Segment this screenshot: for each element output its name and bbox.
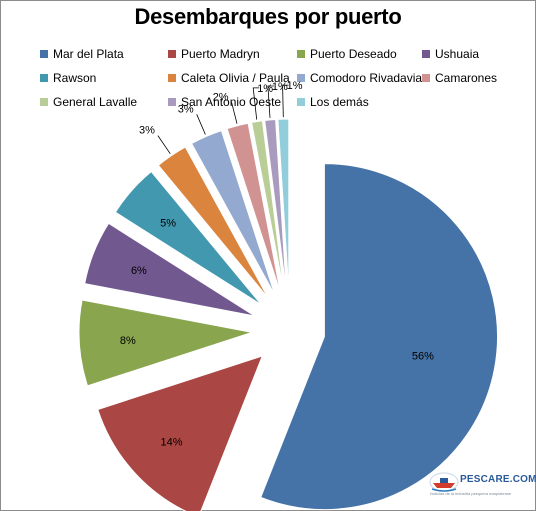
legend-label: Rawson — [53, 71, 97, 85]
pie-data-label: 3% — [139, 125, 155, 137]
pie-data-label: 14% — [160, 436, 182, 448]
pie-data-label: 5% — [160, 218, 176, 230]
legend-label: Ushuaia — [435, 47, 480, 61]
legend-item: Comodoro Rivadavia — [297, 71, 422, 85]
legend-swatch — [40, 98, 48, 106]
legend-item: Los demás — [297, 95, 369, 109]
pie-data-label: 3% — [178, 103, 194, 115]
legend-label: Caleta Olivia / Paula — [181, 71, 290, 85]
pie-slice — [226, 122, 281, 294]
pie-data-label: 56% — [412, 350, 434, 362]
pie-slice — [114, 170, 262, 306]
legend-label: Mar del Plata — [53, 47, 124, 61]
legend-swatch — [40, 50, 48, 58]
label-leader-line — [267, 85, 274, 118]
legend-swatch — [168, 50, 176, 58]
pescare-logo: PESCARE.COM.AR Noticias de la industria … — [428, 470, 536, 498]
legend-swatch — [297, 74, 305, 82]
legend-label: Puerto Deseado — [310, 47, 397, 61]
legend-item: Rawson — [40, 71, 96, 85]
label-leader-line — [252, 87, 260, 120]
legend-label: Puerto Madryn — [181, 47, 260, 61]
legend-item: Camarones — [422, 71, 497, 85]
legend-item: Mar del Plata — [40, 47, 124, 61]
pie-slice — [277, 118, 290, 293]
legend-swatch — [422, 74, 430, 82]
pie-slice — [78, 299, 253, 387]
pie-data-label: 6% — [131, 265, 147, 277]
legend-item: San Antonio Oeste — [168, 95, 281, 109]
legend-label: Los demás — [310, 95, 369, 109]
pie-slice — [84, 222, 255, 317]
legend-item: Puerto Madryn — [168, 47, 260, 61]
legend-swatch — [297, 50, 305, 58]
legend-swatch — [40, 74, 48, 82]
legend-item: Caleta Olivia / Paula — [168, 71, 290, 85]
pie-slice — [97, 355, 264, 511]
pie-slice — [260, 163, 499, 511]
legend-swatch — [422, 50, 430, 58]
label-leader-line — [157, 135, 171, 155]
pie-data-label: 8% — [120, 335, 136, 347]
legend-item: Ushuaia — [422, 47, 479, 61]
legend-item: Puerto Deseado — [297, 47, 397, 61]
legend-label: Camarones — [435, 71, 498, 85]
boat-logo-icon — [429, 472, 459, 492]
pie-data-label: 1% — [272, 81, 288, 93]
pie-data-label: 1% — [257, 83, 273, 95]
pie-slice — [190, 129, 276, 296]
pie-slice — [264, 118, 287, 293]
legend-label: San Antonio Oeste — [181, 95, 282, 109]
pie-data-label: 1% — [287, 80, 303, 92]
label-leader-line — [231, 102, 238, 124]
chart-legend: Mar del Plata Puerto Madryn Puerto Deseado… — [0, 0, 536, 120]
pie-slice — [251, 120, 285, 293]
legend-label: Comodoro Rivadavia — [310, 71, 423, 85]
label-leader-line — [196, 114, 206, 135]
pie-slice — [157, 146, 270, 299]
watermark-tagline: Noticias de la industria pesquera marpla… — [430, 491, 512, 496]
legend-swatch — [168, 98, 176, 106]
label-leader-line — [282, 84, 289, 118]
watermark-brand: PESCARE.COM.AR — [460, 474, 536, 485]
legend-swatch — [168, 74, 176, 82]
pie-data-label: 2% — [213, 91, 229, 103]
chart-title: Desembarques por puerto — [134, 4, 402, 29]
legend-item: General Lavalle — [40, 95, 137, 109]
legend-label: General Lavalle — [53, 95, 138, 109]
legend-swatch — [297, 98, 305, 106]
